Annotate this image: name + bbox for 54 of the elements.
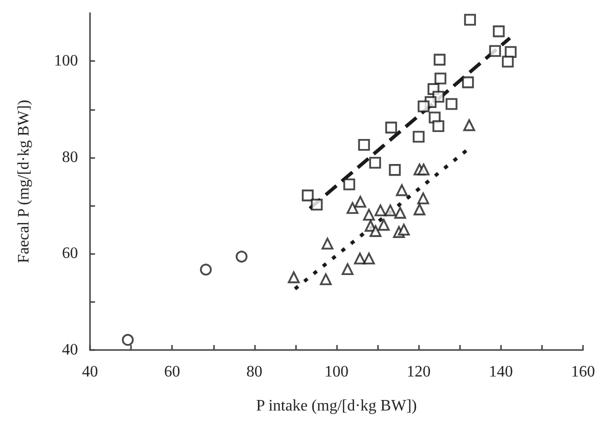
point — [434, 54, 446, 66]
point — [354, 196, 366, 208]
x-axis-title: P intake (mg/[d·kg BW]) — [256, 398, 417, 414]
point — [385, 122, 398, 134]
point — [374, 204, 386, 216]
x-tick-label: 40 — [82, 364, 98, 380]
x-tick-label: 140 — [488, 364, 513, 380]
x-tick-label: 120 — [406, 364, 431, 380]
y-axis-title: Faecal P (mg/[d·kg BW]) — [16, 100, 32, 264]
y-tick-label: 40 — [62, 342, 78, 358]
point — [302, 190, 314, 202]
y-tick-label: 80 — [62, 148, 78, 166]
y-tick-label: 60 — [62, 245, 78, 262]
point — [322, 238, 334, 250]
point — [363, 208, 375, 221]
point — [342, 263, 354, 276]
point — [412, 130, 425, 143]
point — [384, 204, 396, 216]
point — [363, 252, 375, 264]
x-tick-label: 160 — [571, 364, 595, 380]
point — [398, 224, 410, 236]
point — [492, 25, 505, 38]
point — [418, 100, 430, 112]
point — [396, 184, 408, 196]
point — [502, 56, 514, 68]
point — [394, 206, 406, 219]
point — [417, 192, 430, 204]
point — [378, 218, 390, 231]
point — [432, 120, 444, 132]
x-tick-label: 60 — [164, 364, 180, 380]
point — [464, 14, 476, 26]
point — [446, 98, 458, 110]
point — [310, 198, 323, 211]
point — [418, 164, 430, 176]
point — [354, 252, 366, 264]
point — [343, 178, 356, 190]
x-tick-label: 80 — [246, 364, 262, 380]
point — [388, 164, 401, 176]
y-tick-label: 100 — [54, 52, 78, 70]
x-tick-label: 100 — [324, 364, 348, 380]
point — [369, 156, 382, 169]
point — [346, 202, 358, 214]
point — [288, 271, 300, 284]
point — [236, 250, 248, 262]
point — [463, 119, 476, 132]
point — [414, 204, 426, 216]
point — [200, 264, 212, 276]
point — [489, 45, 501, 57]
point — [434, 72, 446, 84]
point — [122, 334, 134, 346]
point — [358, 139, 370, 151]
point — [320, 273, 332, 286]
point — [370, 225, 382, 237]
point — [462, 76, 474, 88]
